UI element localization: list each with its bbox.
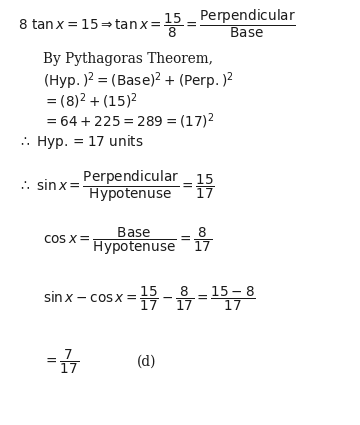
Text: (d): (d)	[137, 355, 156, 369]
Text: By Pythagoras Theorem,: By Pythagoras Theorem,	[43, 53, 213, 66]
Text: $\sin x - \cos x = \dfrac{15}{17} - \dfrac{8}{17} = \dfrac{15-8}{17}$: $\sin x - \cos x = \dfrac{15}{17} - \dfr…	[43, 285, 256, 313]
Text: $= 64 + 225 = 289 = (17)^{2}$: $= 64 + 225 = 289 = (17)^{2}$	[43, 112, 215, 131]
Text: $\cos x = \dfrac{\mathrm{Base}}{\mathrm{Hypotenuse}} = \dfrac{8}{17}$: $\cos x = \dfrac{\mathrm{Base}}{\mathrm{…	[43, 226, 213, 257]
Text: $(\mathrm{Hyp.})^{2} = (\mathrm{Base})^{2} + (\mathrm{Perp.})^{2}$: $(\mathrm{Hyp.})^{2} = (\mathrm{Base})^{…	[43, 70, 234, 91]
Text: $\therefore\ \mathrm{Hyp.} = 17\ \mathrm{units}$: $\therefore\ \mathrm{Hyp.} = 17\ \mathrm…	[18, 133, 144, 151]
Text: $8\ \tan x = 15 \Rightarrow \tan x = \dfrac{15}{8} = \dfrac{\mathrm{Perpendicula: $8\ \tan x = 15 \Rightarrow \tan x = \df…	[18, 7, 296, 40]
Text: $= \dfrac{7}{17}$: $= \dfrac{7}{17}$	[43, 348, 79, 376]
Text: $\therefore\ \sin x = \dfrac{\mathrm{Perpendicular}}{\mathrm{Hypotenuse}} = \dfr: $\therefore\ \sin x = \dfrac{\mathrm{Per…	[18, 169, 215, 204]
Text: $= (8)^{2} + (15)^{2}$: $= (8)^{2} + (15)^{2}$	[43, 91, 138, 111]
